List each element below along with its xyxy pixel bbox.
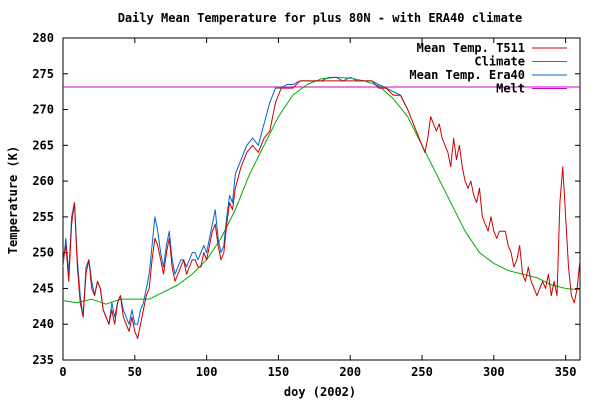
- series-lines: [62, 76, 581, 340]
- plot-border: [62, 37, 581, 361]
- y-tick-label: 255: [32, 210, 54, 224]
- y-tick-label: 240: [32, 317, 54, 331]
- series-line-mean-temp-t511: [62, 80, 581, 340]
- legend-label-melt: Melt: [496, 82, 525, 96]
- y-tick-label: 275: [32, 67, 54, 81]
- legend-label-climate: Climate: [474, 55, 525, 69]
- series-line-mean-temp-era40: [62, 76, 409, 325]
- series-line-climate: [62, 76, 581, 305]
- axis-ticks: 0 50 100 150 200 250 300 350 235 240 245 250 255 260 2…: [32, 31, 580, 379]
- x-tick-label: 200: [339, 365, 361, 379]
- y-tick-label: 235: [32, 353, 54, 367]
- plot-area: [62, 37, 581, 361]
- y-tick-label: 245: [32, 281, 54, 295]
- x-tick-label: 0: [59, 365, 66, 379]
- x-tick-label: 100: [196, 365, 218, 379]
- y-tick-label: 280: [32, 31, 54, 45]
- y-tick-label: 250: [32, 246, 54, 260]
- y-tick-label: 260: [32, 174, 54, 188]
- y-tick-label: 265: [32, 138, 54, 152]
- y-tick-label: 270: [32, 103, 54, 117]
- legend-label-mean-temp-t511: Mean Temp. T511: [417, 41, 525, 55]
- chart-title: Daily Mean Temperature for plus 80N - wi…: [118, 11, 523, 25]
- x-tick-label: 150: [268, 365, 290, 379]
- x-tick-label: 350: [555, 365, 577, 379]
- y-axis-label: Temperature (K): [6, 146, 20, 254]
- x-tick-label: 50: [128, 365, 142, 379]
- x-axis-label: doy (2002): [284, 385, 356, 399]
- x-tick-label: 300: [483, 365, 505, 379]
- legend-label-mean-temp-era40: Mean Temp. Era40: [409, 68, 525, 82]
- x-tick-label: 250: [411, 365, 433, 379]
